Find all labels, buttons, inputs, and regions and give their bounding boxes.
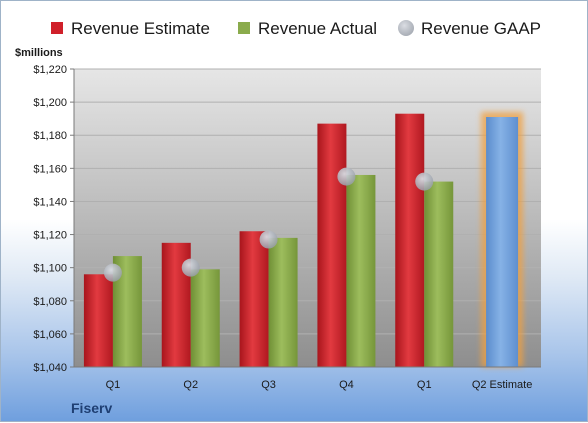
x-tick-label: Q1 (106, 379, 121, 391)
legend-label: Revenue Actual (258, 19, 377, 38)
revenue-estimate-bar (239, 231, 269, 367)
revenue-estimate-bar (317, 123, 347, 367)
revenue-gaap-marker (103, 263, 122, 282)
y-tick-label: $1,100 (33, 263, 67, 275)
y-tick-label: $1,060 (33, 329, 67, 341)
x-tick-label: Q4 (339, 379, 354, 391)
revenue-actual-bar (424, 181, 454, 367)
legend-swatch-actual (238, 22, 250, 34)
x-tick-label: Q3 (261, 379, 276, 391)
plot-area (74, 69, 541, 367)
y-tick-label: $1,160 (33, 163, 67, 175)
y-tick-label: $1,140 (33, 196, 67, 208)
y-tick-label: $1,220 (33, 64, 67, 76)
x-tick-label: Q2 (183, 379, 198, 391)
y-tick-label: $1,040 (33, 362, 67, 374)
y-axis-unit-label: $millions (15, 47, 63, 59)
revenue-estimate-bar (83, 274, 113, 367)
revenue-gaap-marker (259, 230, 278, 249)
revenue-estimate-bar (395, 113, 425, 367)
revenue-gaap-marker (337, 167, 356, 186)
x-tick-label: Q2 Estimate (472, 379, 533, 391)
revenue-gaap-marker (181, 258, 200, 277)
legend-swatch-gaap (398, 20, 414, 36)
y-tick-label: $1,200 (33, 97, 67, 109)
y-tick-label: $1,180 (33, 130, 67, 142)
revenue-actual-bar (190, 269, 220, 367)
revenue-actual-bar (268, 237, 298, 367)
legend-label: Revenue GAAP (421, 19, 541, 38)
legend-label: Revenue Estimate (71, 19, 210, 38)
legend-swatch-estimate (51, 22, 63, 34)
y-tick-label: $1,120 (33, 230, 67, 242)
company-name: Fiserv (71, 400, 112, 416)
q2-estimate-bar (486, 117, 519, 367)
revenue-actual-bar (346, 174, 376, 367)
y-tick-label: $1,080 (33, 296, 67, 308)
revenue-gaap-marker (415, 172, 434, 191)
x-tick-label: Q1 (417, 379, 432, 391)
